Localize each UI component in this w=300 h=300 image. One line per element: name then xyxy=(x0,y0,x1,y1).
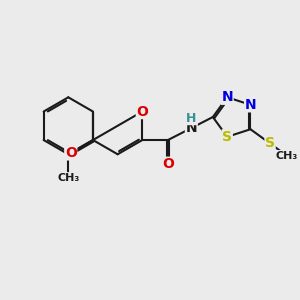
Text: CH₃: CH₃ xyxy=(57,172,80,183)
Text: S: S xyxy=(265,136,275,151)
Text: N: N xyxy=(221,90,233,104)
Text: H: H xyxy=(186,112,196,124)
Text: N: N xyxy=(245,98,256,112)
Text: O: O xyxy=(65,146,77,160)
Text: O: O xyxy=(162,157,174,171)
Text: S: S xyxy=(222,130,232,144)
Text: CH₃: CH₃ xyxy=(275,151,298,160)
Text: H: H xyxy=(186,119,196,132)
Text: O: O xyxy=(136,104,148,118)
Text: N: N xyxy=(185,121,197,135)
